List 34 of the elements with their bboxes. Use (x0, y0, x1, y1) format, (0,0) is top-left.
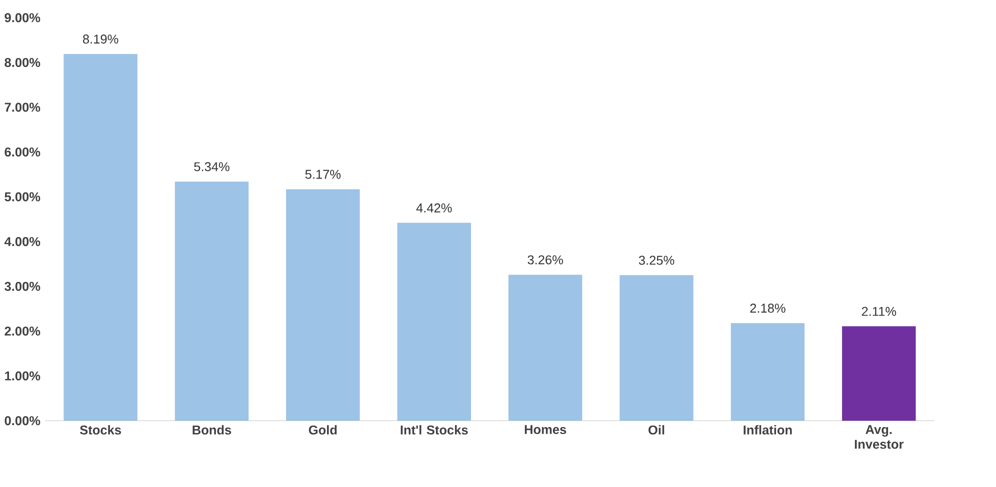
bar (64, 54, 138, 421)
data-label: 2.11% (862, 307, 896, 316)
y-tick-label: 3.00% (4, 282, 40, 292)
bar (174, 182, 249, 421)
data-label: 8.19% (82, 34, 118, 44)
y-tick-label: 8.00% (4, 58, 40, 68)
bar (508, 274, 582, 421)
x-tick-label: Bonds (192, 425, 232, 435)
data-label: 5.17% (305, 170, 341, 180)
x-tick-label: Inflation (744, 425, 792, 435)
bar (842, 326, 916, 421)
data-label: 3.26% (528, 256, 563, 265)
y-tick-label: 5.00% (4, 192, 40, 202)
bar (397, 222, 471, 421)
bar (620, 275, 694, 421)
x-tick-label: Avg. Investor (854, 425, 904, 450)
x-tick-label: Oil (648, 425, 664, 435)
y-tick-label: 6.00% (4, 148, 40, 157)
x-tick-label: Stocks (80, 425, 121, 435)
y-tick-label: 4.00% (4, 237, 40, 246)
y-tick-label: 2.00% (4, 326, 40, 336)
data-label: 5.34% (194, 162, 230, 172)
x-tick-label: Gold (308, 425, 337, 435)
y-tick-label: 0.00% (4, 416, 40, 426)
y-tick-label: 1.00% (5, 372, 40, 381)
bar (286, 189, 360, 421)
bar (730, 323, 805, 421)
x-tick-label: Homes (524, 425, 566, 434)
x-tick-label: Int'l Stocks (400, 425, 468, 435)
y-tick-label: 7.00% (4, 102, 40, 112)
data-label: 4.42% (416, 204, 452, 213)
data-label: 2.18% (750, 304, 786, 313)
data-label: 3.25% (638, 256, 674, 266)
y-tick-label: 9.00% (4, 13, 40, 22)
